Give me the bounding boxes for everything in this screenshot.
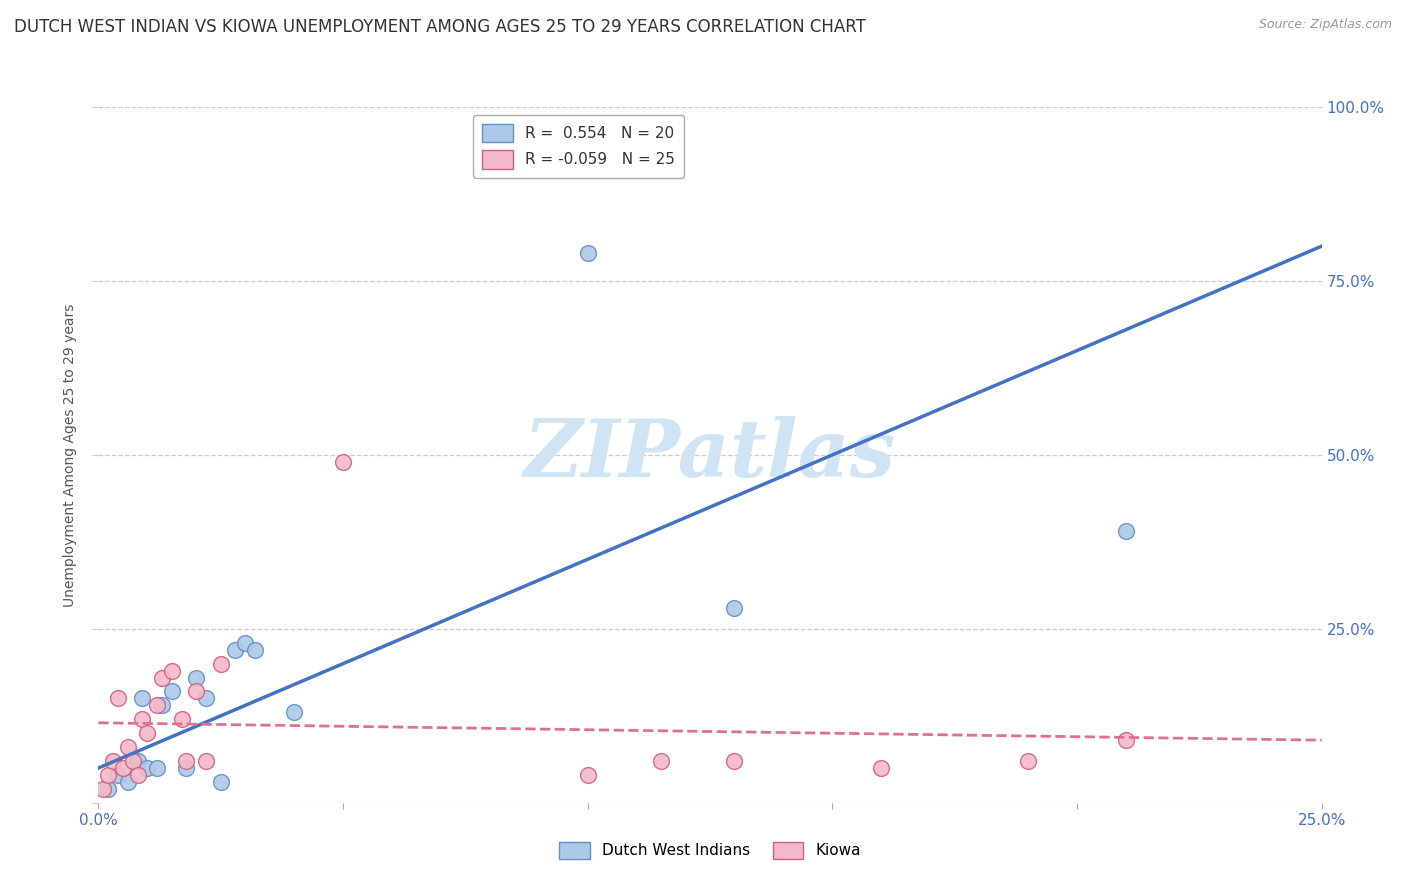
Point [131, 691, 153, 706]
Point [127, 754, 149, 768]
Point [209, 775, 232, 789]
Point [176, 761, 198, 775]
Point [723, 754, 745, 768]
Point [146, 698, 169, 713]
Point [870, 761, 893, 775]
Point [131, 712, 153, 726]
Point [170, 712, 193, 726]
Point [136, 726, 159, 740]
Point [195, 691, 218, 706]
Point [209, 657, 232, 671]
Text: Source: ZipAtlas.com: Source: ZipAtlas.com [1258, 18, 1392, 31]
Point [101, 754, 124, 768]
Point [97, 768, 120, 782]
Text: DUTCH WEST INDIAN VS KIOWA UNEMPLOYMENT AMONG AGES 25 TO 29 YEARS CORRELATION CH: DUTCH WEST INDIAN VS KIOWA UNEMPLOYMENT … [14, 18, 866, 36]
Point [97, 781, 120, 796]
Point [160, 684, 183, 698]
Point [91, 781, 114, 796]
Text: ZIPatlas: ZIPatlas [524, 417, 896, 493]
Point [243, 642, 266, 657]
Point [233, 636, 256, 650]
Point [186, 671, 208, 685]
Point [121, 754, 143, 768]
Point [150, 698, 173, 713]
Point [1115, 733, 1137, 747]
Point [150, 671, 173, 685]
Point [576, 246, 599, 260]
Point [1017, 754, 1039, 768]
Point [146, 761, 169, 775]
Point [650, 754, 672, 768]
Point [176, 754, 198, 768]
Point [160, 664, 183, 678]
Point [576, 768, 599, 782]
Point [127, 768, 149, 782]
Y-axis label: Unemployment Among Ages 25 to 29 years: Unemployment Among Ages 25 to 29 years [63, 303, 77, 607]
Legend: Dutch West Indians, Kiowa: Dutch West Indians, Kiowa [553, 836, 868, 864]
Point [332, 455, 354, 469]
Point [111, 761, 134, 775]
Point [107, 768, 129, 782]
Point [283, 706, 305, 720]
Point [136, 761, 159, 775]
Point [107, 691, 129, 706]
Point [1115, 524, 1137, 539]
Point [224, 642, 246, 657]
Point [117, 740, 139, 755]
Point [723, 601, 745, 615]
Point [186, 684, 208, 698]
Point [117, 775, 139, 789]
Point [195, 754, 218, 768]
